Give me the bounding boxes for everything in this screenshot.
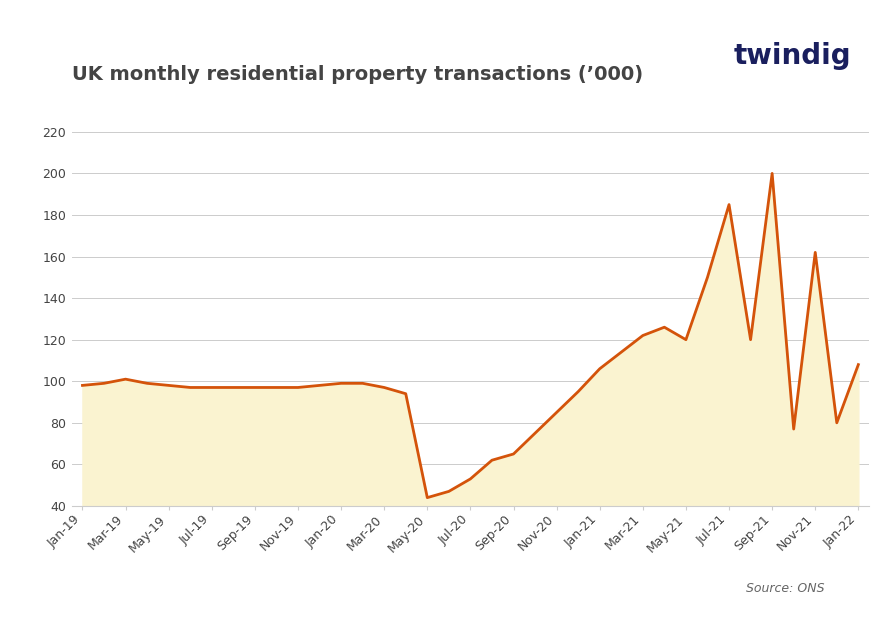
Text: twindig: twindig xyxy=(734,41,851,70)
Text: UK monthly residential property transactions (’000): UK monthly residential property transact… xyxy=(72,65,642,83)
Text: Source: ONS: Source: ONS xyxy=(745,582,824,595)
